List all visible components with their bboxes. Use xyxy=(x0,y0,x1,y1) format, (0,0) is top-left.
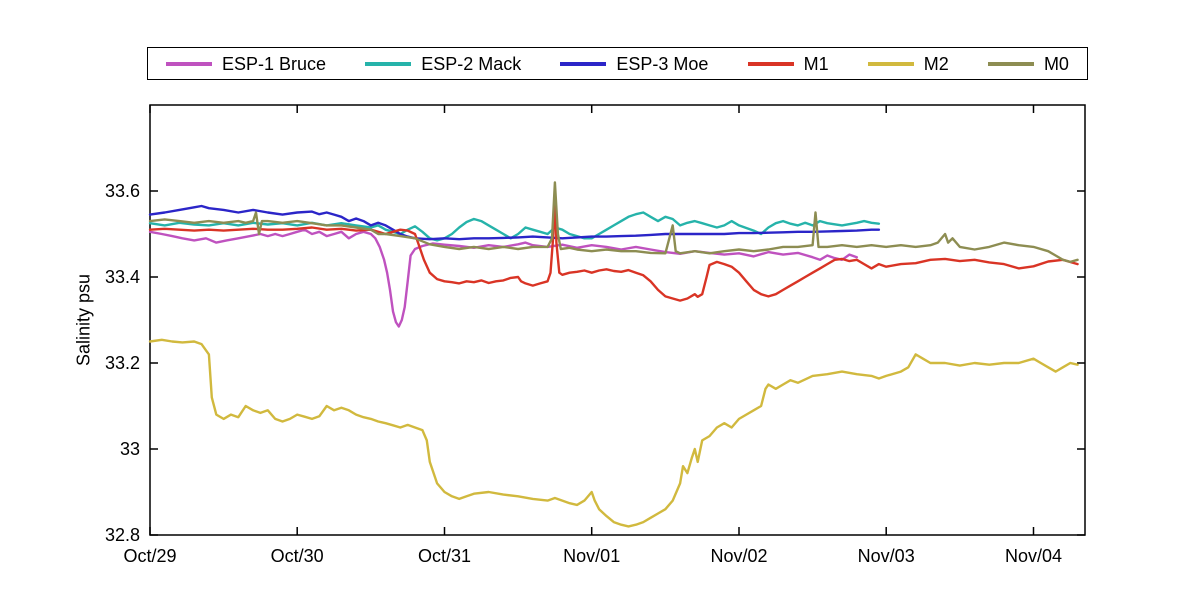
series-line-m0 xyxy=(148,181,1079,264)
y-tick-label: 32.8 xyxy=(105,525,140,545)
y-tick-label: 33.2 xyxy=(105,353,140,373)
x-tick-label: Oct/29 xyxy=(123,546,176,566)
legend-item-esp-3-moe: ESP-3 Moe xyxy=(560,55,708,73)
x-tick-label: Nov/03 xyxy=(858,546,915,566)
legend-label-esp-1-bruce: ESP-1 Bruce xyxy=(222,53,327,74)
legend-label-m0: M0 xyxy=(1043,53,1069,74)
legend-swatch-esp-1-bruce xyxy=(166,61,212,66)
y-tick-label: 33 xyxy=(120,439,140,459)
legend-swatch-m2 xyxy=(867,61,914,66)
x-tick-label: Nov/04 xyxy=(1005,546,1062,566)
y-axis-label: Salinity psu xyxy=(73,273,94,367)
y-tick-label: 33.6 xyxy=(105,181,140,201)
legend-item-esp-2-mack: ESP-2 Mack xyxy=(365,55,521,73)
legend-item-m1: M1 xyxy=(747,53,829,74)
legend-label-esp-2-mack: ESP-2 Mack xyxy=(421,53,522,74)
y-tick-label: 33.4 xyxy=(105,267,140,287)
legend-item-m2: M2 xyxy=(867,53,949,74)
x-tick-label: Oct/30 xyxy=(271,546,324,566)
legend-label-esp-3-moe: ESP-3 Moe xyxy=(616,53,709,74)
legend: ESP-1 Bruce ESP-2 Mack ESP-3 Moe M1 M2 M0 xyxy=(147,47,1088,80)
series-line-m2 xyxy=(148,338,1079,528)
x-tick-label: Nov/01 xyxy=(563,546,620,566)
x-tick-label: Nov/02 xyxy=(710,546,767,566)
legend-swatch-esp-2-mack xyxy=(365,61,412,66)
legend-swatch-m1 xyxy=(747,61,794,66)
x-tick-label: Oct/31 xyxy=(418,546,471,566)
series-line-esp-1-bruce xyxy=(148,228,858,328)
legend-label-m2: M2 xyxy=(923,53,949,74)
series-line-esp-3-moe xyxy=(148,204,881,241)
series-line-esp-2-mack xyxy=(148,211,881,242)
legend-swatch-esp-3-moe xyxy=(560,61,607,66)
legend-label-m1: M1 xyxy=(803,53,829,74)
legend-item-esp-1-bruce: ESP-1 Bruce xyxy=(166,55,326,73)
axis-box xyxy=(149,104,1086,536)
legend-item-m0: M0 xyxy=(987,53,1069,74)
legend-swatch-m0 xyxy=(987,61,1034,66)
series-line-m1 xyxy=(148,189,1079,302)
